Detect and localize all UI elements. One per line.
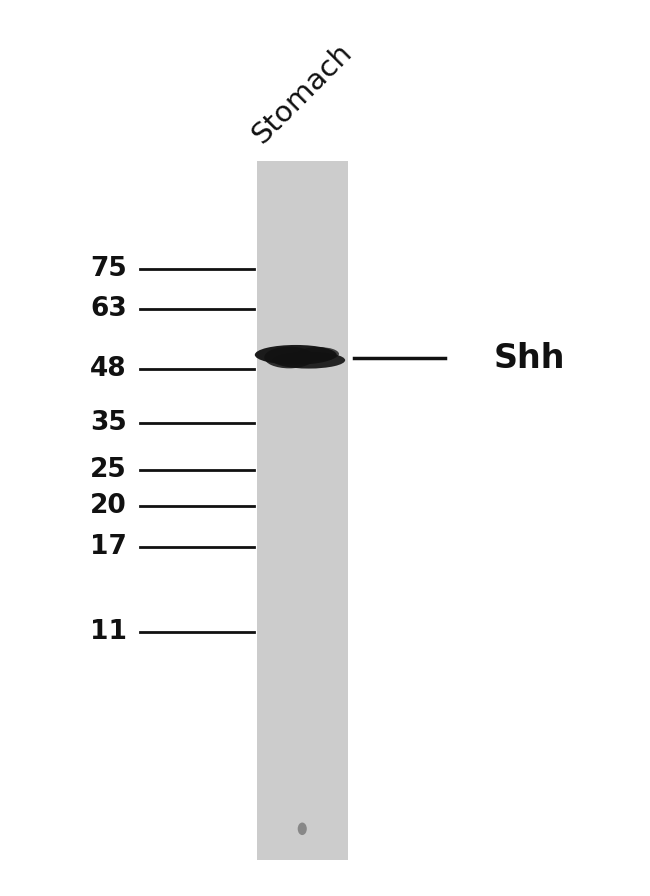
Ellipse shape: [298, 347, 339, 361]
Text: 25: 25: [90, 457, 127, 484]
Text: 35: 35: [90, 409, 127, 436]
Text: Stomach: Stomach: [247, 39, 358, 150]
Text: 17: 17: [90, 533, 127, 560]
Text: 63: 63: [90, 296, 127, 323]
Circle shape: [298, 823, 307, 835]
Text: 20: 20: [90, 493, 127, 520]
Text: Shh: Shh: [494, 342, 566, 375]
Text: 48: 48: [90, 356, 127, 383]
Ellipse shape: [272, 352, 345, 368]
Ellipse shape: [264, 347, 315, 368]
Text: 11: 11: [90, 618, 127, 645]
Ellipse shape: [255, 345, 337, 365]
Bar: [257, 161, 348, 860]
Text: 75: 75: [90, 255, 127, 282]
